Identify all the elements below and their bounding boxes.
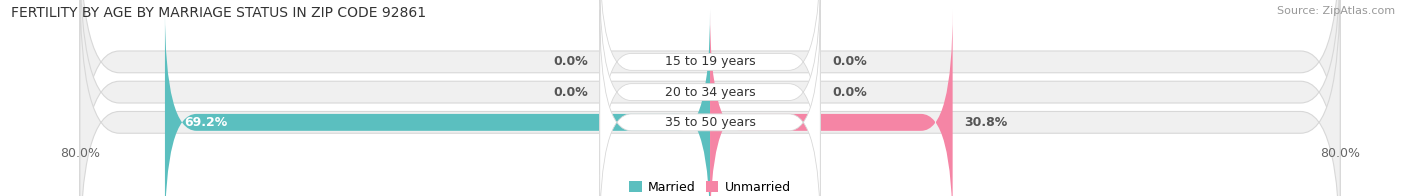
FancyBboxPatch shape — [710, 10, 953, 196]
FancyBboxPatch shape — [80, 0, 1340, 196]
FancyBboxPatch shape — [600, 0, 820, 174]
Text: 15 to 19 years: 15 to 19 years — [665, 55, 755, 68]
Text: 69.2%: 69.2% — [184, 116, 228, 129]
Text: 35 to 50 years: 35 to 50 years — [665, 116, 755, 129]
FancyBboxPatch shape — [80, 0, 1340, 196]
Text: 0.0%: 0.0% — [553, 55, 588, 68]
FancyBboxPatch shape — [165, 10, 710, 196]
Text: 0.0%: 0.0% — [832, 86, 868, 99]
FancyBboxPatch shape — [600, 0, 820, 196]
Text: Source: ZipAtlas.com: Source: ZipAtlas.com — [1277, 6, 1395, 16]
FancyBboxPatch shape — [600, 10, 820, 196]
Text: 0.0%: 0.0% — [832, 55, 868, 68]
Text: 0.0%: 0.0% — [553, 86, 588, 99]
Text: 30.8%: 30.8% — [965, 116, 1008, 129]
Text: 20 to 34 years: 20 to 34 years — [665, 86, 755, 99]
FancyBboxPatch shape — [80, 0, 1340, 196]
Legend: Married, Unmarried: Married, Unmarried — [630, 181, 790, 194]
Text: FERTILITY BY AGE BY MARRIAGE STATUS IN ZIP CODE 92861: FERTILITY BY AGE BY MARRIAGE STATUS IN Z… — [11, 6, 426, 20]
